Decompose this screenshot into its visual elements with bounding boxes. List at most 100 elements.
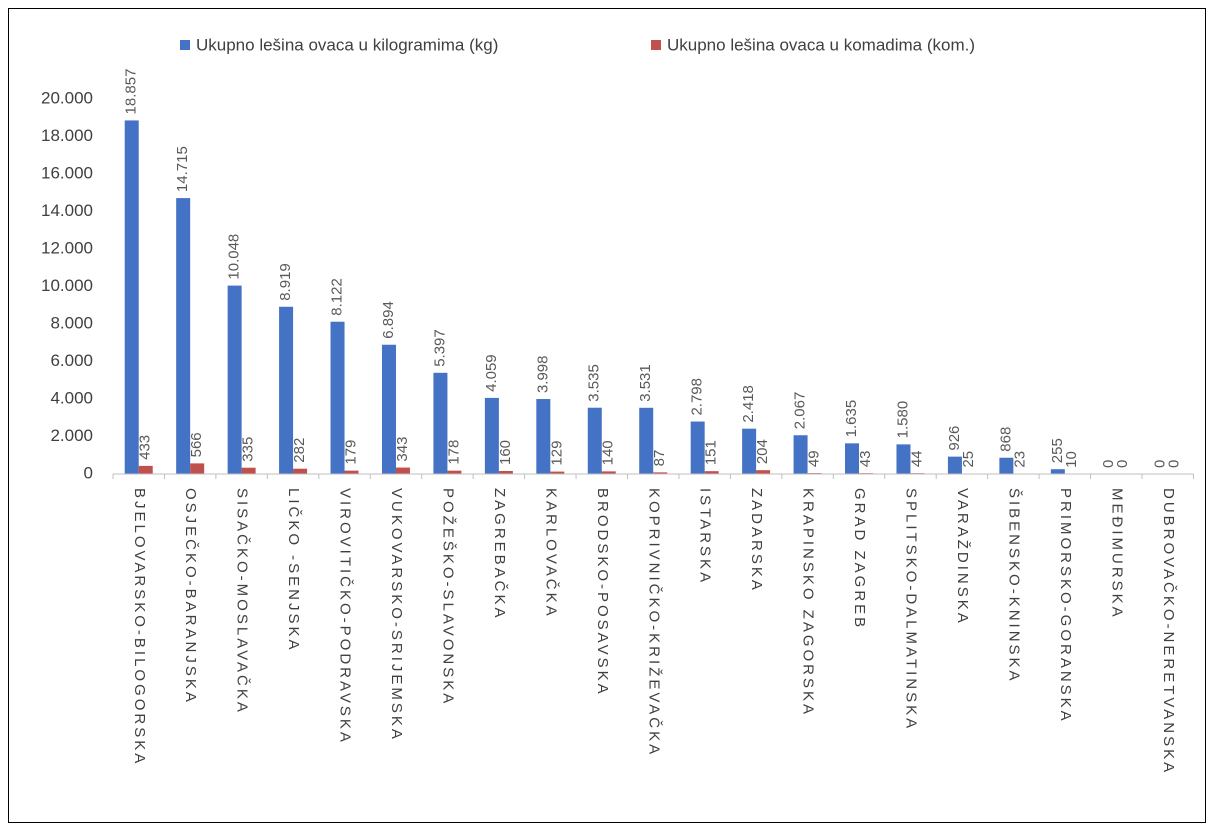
bar [138,465,153,474]
x-tick-label: GRAD ZAGREB [851,488,868,630]
value-label: 10 [1063,451,1080,468]
value-label: 8.122 [328,278,345,316]
value-label: 179 [342,440,359,465]
bar [293,468,308,474]
x-tick-label: ZAGREBAČKA [491,488,508,621]
value-label: 2.418 [740,385,757,423]
value-label: 8.919 [277,263,294,301]
bar [1050,469,1065,474]
bar [742,428,757,474]
value-label: 2.798 [689,378,706,416]
bar [756,470,771,474]
bar [241,467,256,474]
value-label: 3.535 [586,364,603,402]
bar [653,472,668,474]
x-tick-label: SPLITSKO-DALMATINSKA [903,488,920,731]
value-label: 868 [997,427,1014,452]
x-tick-label: PRIMORSKO-GORANSKA [1057,488,1074,724]
y-tick-label: 8.000 [50,313,93,332]
value-label: 1.580 [894,401,911,439]
value-label: 204 [754,439,771,464]
bar [999,457,1014,474]
value-label: 23 [1011,451,1028,468]
x-tick-label: VUKOVARSKO-SRIJEMSKA [388,488,405,742]
y-tick-label: 12.000 [41,238,93,257]
x-tick-label: BJELOVARSKO-BILOGORSKA [131,488,148,766]
value-label: 10.048 [226,234,243,280]
x-tick-label: LIČKO -SENJSKA [285,488,302,653]
value-label: 43 [857,451,874,468]
value-label: 1.635 [843,400,860,438]
y-tick-label: 2.000 [50,426,93,445]
bar [793,435,808,474]
y-tick-label: 16.000 [41,163,93,182]
value-label: 335 [240,437,257,462]
value-label: 0 [1166,460,1183,468]
value-label: 49 [806,450,823,467]
bar [639,407,654,474]
value-label: 255 [1049,438,1066,463]
value-label: 87 [651,450,668,467]
legend-swatch [180,40,190,50]
y-tick-label: 20.000 [41,88,93,107]
value-label: 18.857 [123,69,140,115]
bar [587,407,602,474]
x-tick-label: ŠIBENSKO-KNINSKA [1005,488,1022,684]
value-label: 160 [497,440,514,465]
bar [176,198,191,474]
legend-swatch [651,40,661,50]
x-tick-label: ISTARSKA [697,488,714,585]
legend-label: Ukupno lešina ovaca u komadima (kom.) [667,35,975,54]
value-label: 566 [188,432,205,457]
x-tick-label: KOPRIVNIČKO-KRIŽEVAČKA [645,488,662,757]
bar [433,372,448,474]
value-label: 0 [1114,460,1131,468]
value-label: 343 [394,437,411,462]
bar [124,120,139,475]
value-label: 926 [946,426,963,451]
value-label: 44 [908,450,925,467]
bar [190,463,205,474]
bar [227,285,242,474]
value-label: 282 [291,438,308,463]
x-tick-label: KARLOVAČKA [542,488,559,619]
x-tick-label: KRAPINSKO ZAGORSKA [800,488,817,717]
x-tick-label: SISAČKO-MOSLAVAČKA [234,488,251,715]
bar [381,344,396,474]
x-tick-label: VARAŽDINSKA [954,488,971,626]
value-label: 3.998 [534,355,551,393]
value-label: 6.894 [380,301,397,339]
value-label: 4.059 [483,354,500,392]
value-label: 5.397 [431,329,448,367]
x-tick-label: VIROVITIČKO-PODRAVSKA [337,488,354,745]
value-label: 140 [600,440,617,465]
bar [536,399,551,474]
value-label: 2.067 [792,392,809,430]
value-label: 3.531 [637,364,654,402]
x-tick-label: OSJEČKO-BARANJSKA [182,488,199,705]
bar [550,471,565,474]
chart-border [8,8,1206,823]
bar [896,444,911,474]
y-tick-label: 0 [84,463,93,482]
bar [704,471,719,474]
value-label: 178 [445,440,462,465]
value-label: 0 [1100,460,1117,468]
bar [484,397,499,474]
bar [344,470,359,474]
x-tick-label: ZADARSKA [748,488,765,593]
x-tick-label: MEĐIMURSKA [1108,488,1125,620]
y-tick-label: 4.000 [50,388,93,407]
legend-label: Ukupno lešina ovaca u kilogramima (kg) [196,35,498,54]
bar [601,471,616,474]
y-tick-label: 14.000 [41,201,93,220]
bar [330,321,345,474]
value-label: 433 [137,435,154,460]
value-label: 129 [548,441,565,466]
bar [279,306,294,474]
value-label: 25 [960,451,977,468]
x-tick-label: POŽEŠKO-SLAVONSKA [439,488,456,706]
x-tick-label: BRODSKO-POSAVSKA [594,488,611,697]
bar [498,471,513,474]
